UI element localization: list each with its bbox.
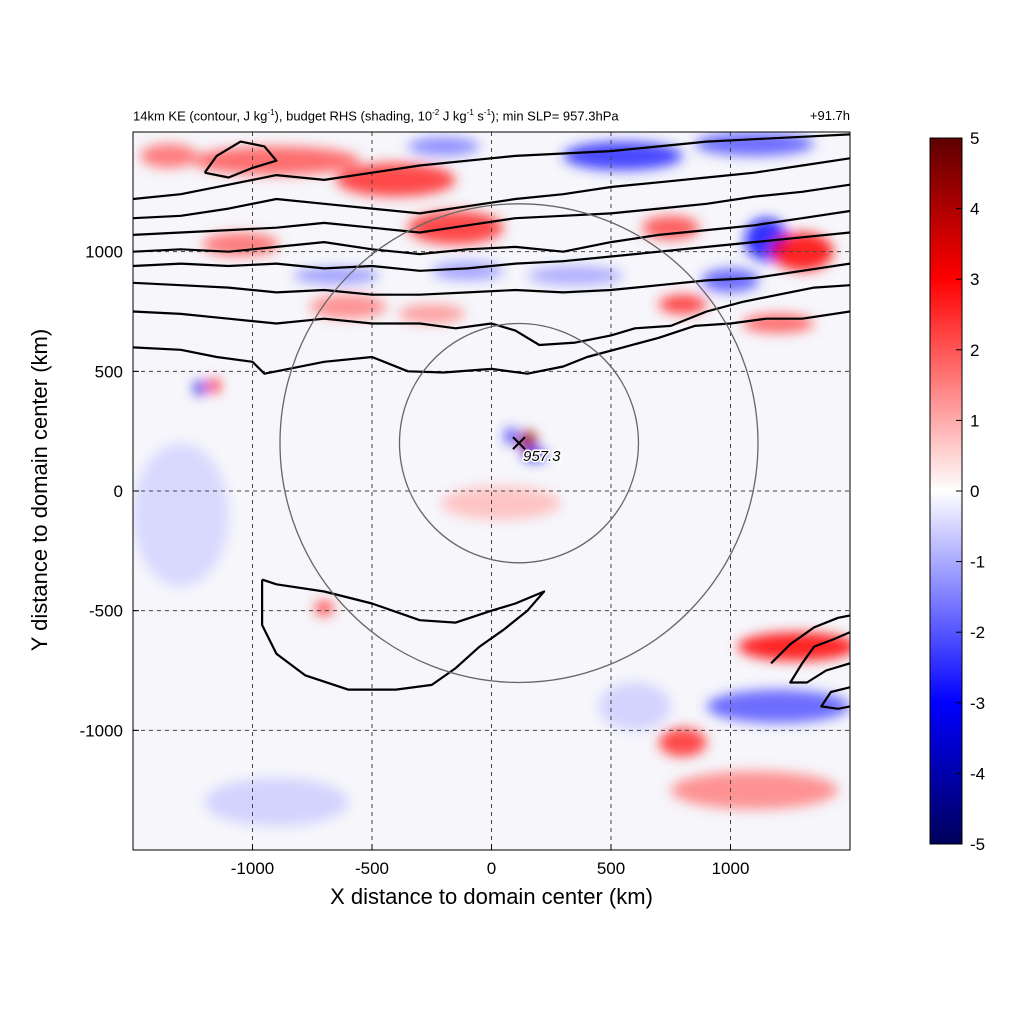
ke-contour-line — [133, 133, 850, 201]
forecast-hour: +91.7h — [809, 108, 850, 123]
shading-patch — [314, 601, 334, 616]
shading-layer — [133, 132, 850, 827]
x-tick-label: 0 — [487, 859, 496, 878]
storm-center-marker — [512, 436, 526, 450]
shading-patch — [658, 727, 707, 757]
colorbar-tick-label: 5 — [970, 129, 979, 148]
ke-contour-line — [133, 284, 850, 347]
shading-patch — [208, 378, 221, 393]
colorbar-tick-label: 3 — [970, 270, 979, 289]
x-axis-ticks: -1000 -500 0 500 1000 — [231, 844, 750, 878]
ke-contour-line — [133, 310, 850, 375]
shading-patch — [737, 632, 850, 661]
shading-patch — [204, 778, 349, 827]
shading-patch — [407, 136, 480, 156]
shading-patch — [658, 294, 707, 314]
ke-contour-line — [203, 140, 278, 179]
y-tick-label: 500 — [95, 362, 123, 381]
shading-patch — [133, 443, 229, 587]
y-tick-label: -1000 — [80, 721, 123, 740]
shading-patch — [431, 261, 504, 281]
ke-contour-line — [133, 157, 850, 220]
y-tick-label: -500 — [89, 602, 123, 621]
colorbar-tick-label: 4 — [970, 200, 979, 219]
shading-patch — [670, 771, 839, 810]
shading-patch — [441, 486, 561, 520]
ke-contour-line — [789, 631, 850, 684]
shading-patch — [202, 232, 279, 257]
shading-patch — [706, 689, 850, 724]
x-tick-label: -1000 — [231, 859, 274, 878]
colorbar-tick-label: 1 — [970, 411, 979, 430]
colorbar-tick-label: -4 — [970, 764, 985, 783]
x-axis-title: X distance to domain center (km) — [330, 884, 653, 909]
ke-contour-line — [770, 614, 850, 665]
x-tick-label: 500 — [597, 859, 625, 878]
shading-patch — [563, 141, 683, 171]
shading-patch — [398, 304, 466, 324]
storm-center-label: 957.3 — [523, 448, 561, 465]
x-tick-label: 1000 — [712, 859, 750, 878]
colorbar-tick-label: -2 — [970, 623, 985, 642]
ke-contour-line — [133, 231, 850, 272]
y-axis-title: Y distance to domain center (km) — [27, 328, 52, 652]
y-axis-ticks: -1000 -500 0 500 1000 — [80, 243, 139, 740]
ke-contour-line — [261, 578, 546, 691]
shading-patch — [701, 268, 760, 293]
colorbar-tick-label: 2 — [970, 341, 979, 360]
shading-patch — [193, 380, 206, 396]
shading-patch — [527, 266, 623, 286]
plot-title: 14km KE (contour, J kg-1), budget RHS (s… — [133, 108, 619, 124]
shading-patch — [140, 143, 198, 168]
ke-contour-line — [133, 209, 850, 256]
colorbar-tick-label: -5 — [970, 835, 985, 854]
y-tick-label: 1000 — [85, 243, 123, 262]
ke-contour-line — [133, 183, 850, 236]
range-ring — [279, 203, 759, 684]
shading-patch — [522, 449, 547, 462]
shading-patch — [694, 132, 815, 156]
shading-patch — [642, 215, 700, 240]
shading-patch — [599, 682, 671, 731]
ke-contour-line — [133, 262, 850, 296]
range-rings — [279, 203, 759, 684]
shading-patch — [309, 294, 387, 319]
range-ring — [398, 322, 640, 564]
shading-patch — [504, 427, 517, 445]
ke-contours — [133, 133, 850, 710]
y-tick-label: 0 — [114, 482, 123, 501]
colorbar-tick-label: 0 — [970, 482, 979, 501]
shading-patch — [742, 313, 815, 334]
shading-patch — [293, 267, 380, 284]
colorbar-ticks: 5 4 3 2 1 0 -1 -2 -3 -4 -5 — [956, 129, 985, 854]
x-tick-label: -500 — [355, 859, 389, 878]
colorbar-tick-label: -3 — [970, 694, 985, 713]
shading-patch — [336, 163, 456, 197]
shading-patch — [771, 232, 834, 271]
ke-contour-line — [820, 686, 850, 710]
colorbar-tick-label: -1 — [970, 553, 985, 572]
storm-center: 957.3 — [512, 436, 563, 467]
